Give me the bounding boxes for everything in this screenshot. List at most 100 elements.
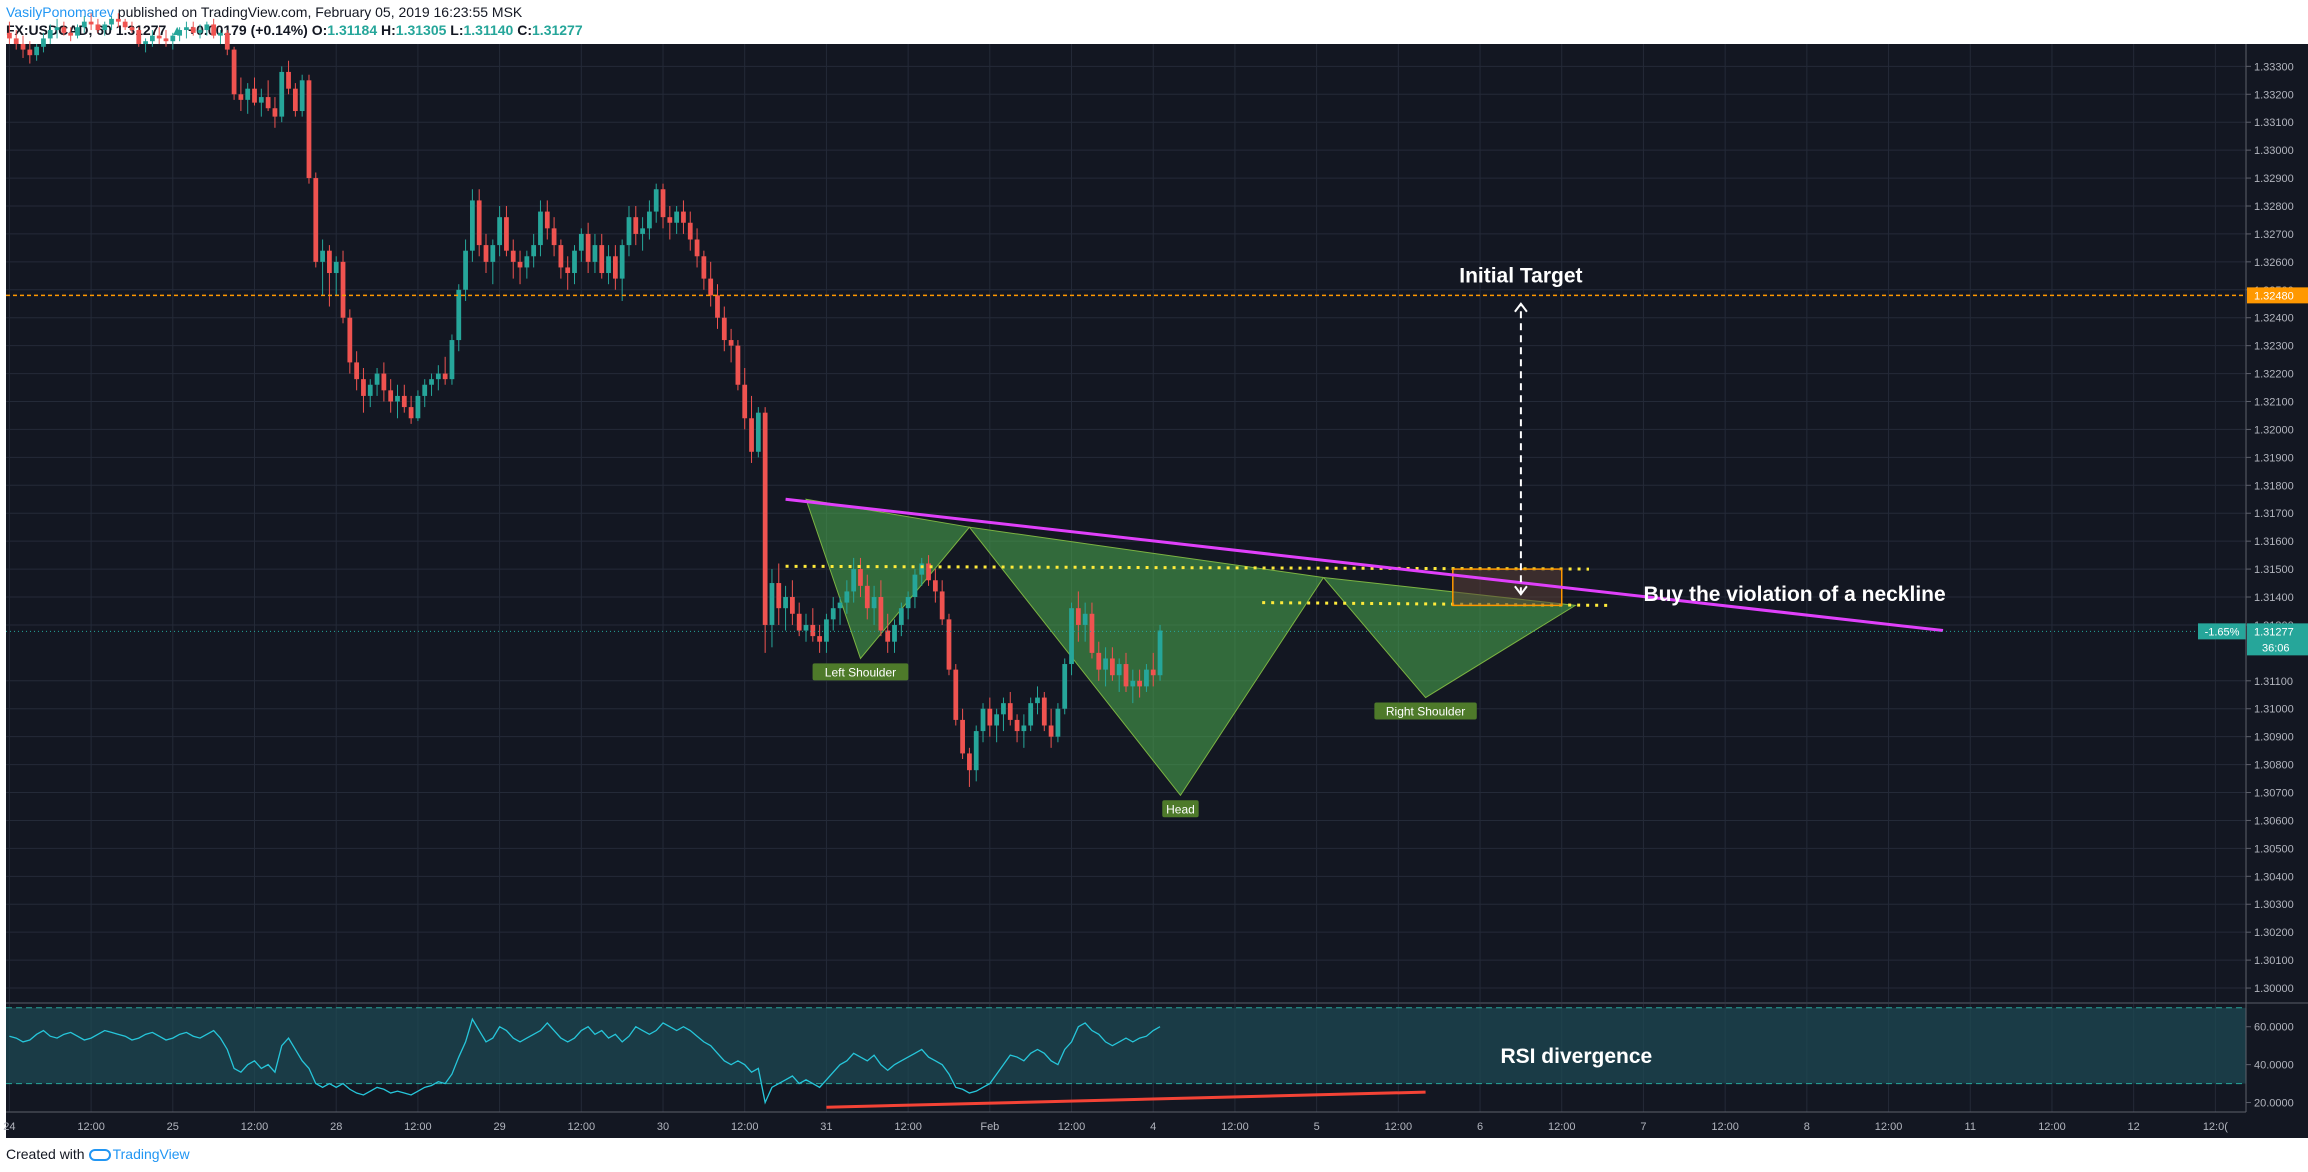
candle-body [88,21,94,25]
candle-body [619,245,625,279]
time-tick-label: 12:00 [1711,1121,1739,1133]
candle-body [694,239,700,257]
low-label: L: [450,22,464,38]
candle-body [1103,658,1108,670]
price-tick-label: 1.30100 [2254,955,2294,967]
candle-body [54,27,60,31]
candle-body [905,597,911,609]
open-value: 1.31184 [327,22,378,38]
candle-body [1082,613,1088,625]
publish-date: published on TradingView.com, February 0… [117,4,523,20]
candle-body [27,49,33,56]
pattern-triangle [1322,576,1577,699]
grid [6,44,2308,1112]
time-tick-label: 30 [657,1121,669,1133]
current-price-badge [2247,623,2308,656]
time-tick-label: 12:00 [731,1121,759,1133]
footer: Created with TradingView [6,1146,190,1162]
candle-body [742,384,748,419]
candle-body [238,94,244,100]
candle-body [674,211,680,223]
pattern-triangle [968,526,1325,797]
candle-body [170,35,176,42]
candle-body [858,569,863,586]
price-tick-label: 1.30700 [2254,788,2294,800]
time-axis[interactable]: 24 12:00 25 12:00 28 12:00 29 12:00 30 12:00 31 12:… [3,1111,2246,1133]
candle-body [1137,680,1142,687]
rsi-tick-label: 20.0000 [2254,1098,2294,1110]
author-link[interactable]: VasilyPonomarev [6,4,114,20]
candle-body [994,714,1000,726]
low-value: 1.31140 [463,22,514,38]
candle-body [578,233,584,251]
candle-body [1130,680,1136,687]
candle-body [245,88,251,100]
candle-body [953,669,959,720]
candle-body [790,597,795,614]
time-tick-label: 12:00 [1875,1121,1903,1133]
time-tick-label: 5 [1314,1121,1320,1133]
candle-body [837,602,843,609]
time-tick-label: 29 [493,1121,505,1133]
candle-body [143,41,148,44]
price-tick-label: 1.31500 [2254,564,2294,576]
price-axis[interactable]: 1.33300 1.33200 1.33100 1.33000 1.32900 1.328… [2245,44,2308,1112]
time-tick-label: 12:00 [404,1121,432,1133]
candle-body [374,373,380,385]
close-value: 1.31277 [532,22,583,38]
candle-body [1150,669,1156,676]
candle-body [612,256,618,279]
candle-body [13,38,19,44]
candle-body [851,569,857,592]
candle-body [558,245,564,268]
price-tick-label: 1.30900 [2254,732,2294,744]
target-price-badge [2247,287,2308,304]
candle-body [987,708,993,726]
price-tick-label: 1.33100 [2254,117,2294,129]
candle-body [218,32,223,36]
price-tick-label: 1.30000 [2254,983,2294,995]
candle-body [769,583,775,625]
time-tick-label: 12:0( [2203,1121,2228,1133]
candle-body [749,418,754,452]
rsi-band [6,1007,2246,1084]
candle-body [476,200,482,246]
arrow-head-up-icon [1514,302,1528,313]
candle-body [824,619,829,642]
candle-body [647,211,652,229]
candle-body [115,18,121,22]
candle-body [932,580,938,592]
candle-body [919,563,925,575]
tradingview-link[interactable]: TradingView [112,1146,190,1162]
price-pane-bg [6,44,2246,1002]
candle-body [1021,725,1027,732]
candle-body [1144,669,1149,687]
candle-body [463,250,468,290]
price-tick-label: 1.32700 [2254,229,2294,241]
candle-body [524,256,530,268]
neckline-note-text: Buy the violation of a neckline [1643,583,1945,606]
rsi-divergence-text: RSI divergence [1500,1045,1652,1068]
candle-body [946,619,952,670]
price-tick-label: 1.30600 [2254,815,2294,827]
candle-body [551,228,557,246]
price-tick-label: 1.31000 [2254,704,2294,716]
candle-body [517,261,523,268]
price-tick-label: 1.31100 [2254,676,2293,688]
candle-body [497,217,502,246]
candle-body [109,18,114,25]
candle-body [327,250,332,274]
candle-body [626,217,632,246]
candle-body [272,108,278,117]
candle-body [504,217,509,251]
right-shoulder-label-bg [1374,702,1477,720]
candle-body [163,38,169,42]
candle-body [1110,658,1115,676]
price-tick-label: 1.32400 [2254,313,2294,325]
candle-body [967,753,972,771]
candle-body [252,88,257,103]
price-tick-label: 1.31700 [2254,508,2294,520]
candle-body [633,217,639,234]
candle-body [129,27,135,31]
